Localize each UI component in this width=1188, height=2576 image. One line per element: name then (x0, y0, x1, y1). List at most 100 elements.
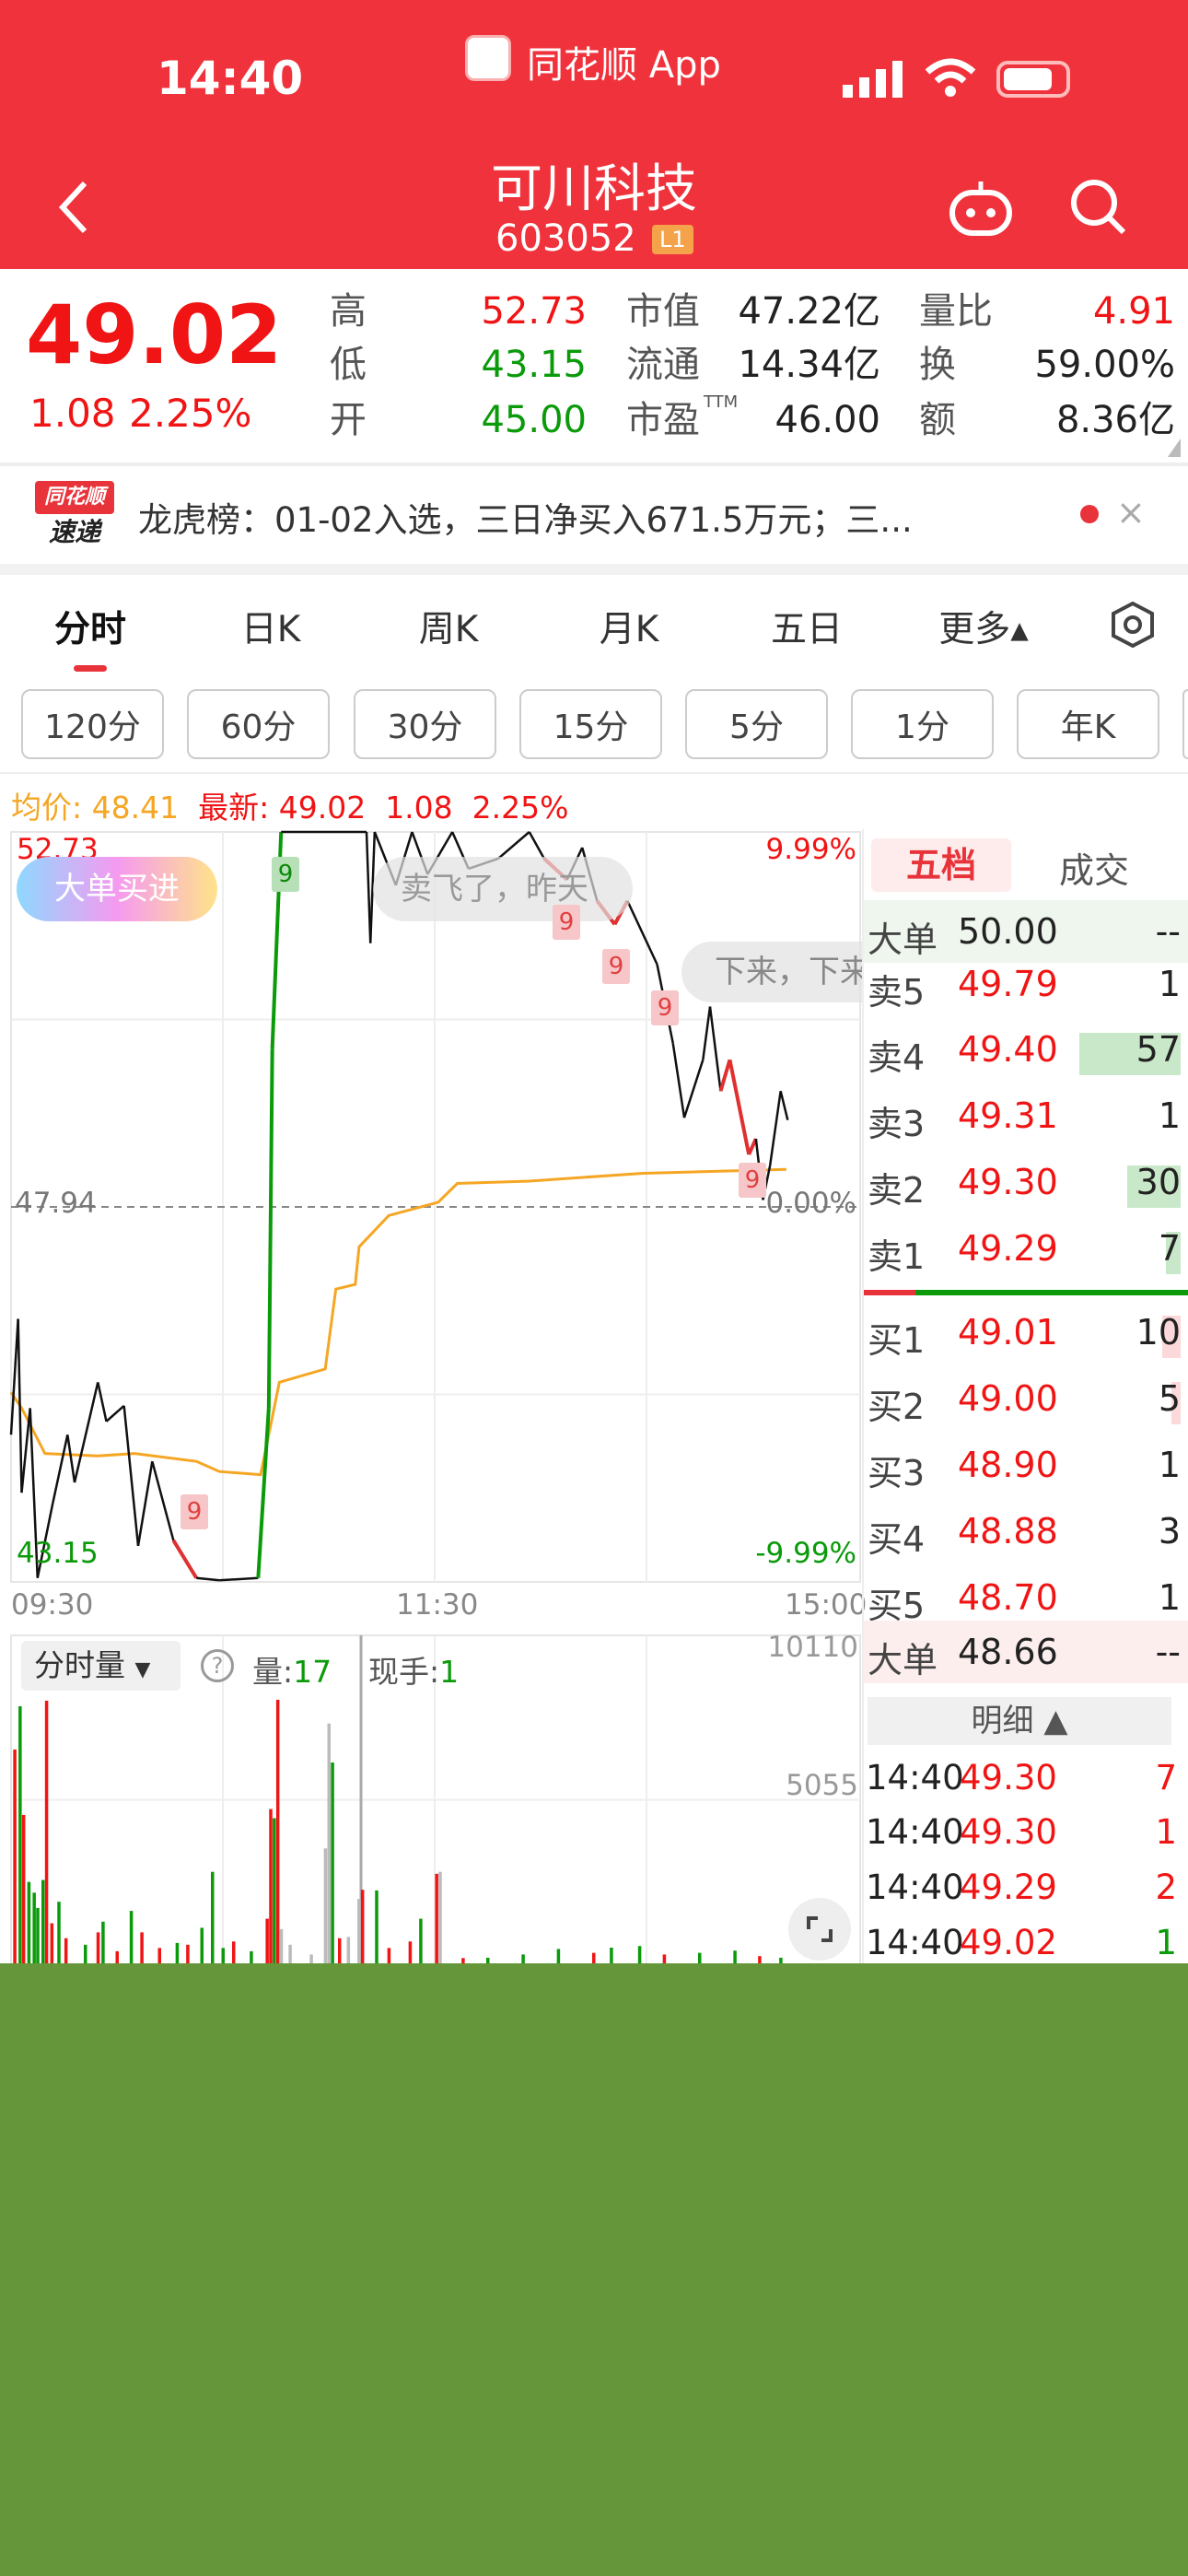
price-line-segment (9, 1318, 19, 1435)
help-icon[interactable]: ? (201, 1649, 234, 1682)
battery-icon (996, 61, 1070, 98)
tick-vol: 1 (1155, 1923, 1177, 1962)
depth-bar (1079, 1033, 1181, 1075)
divider (0, 772, 1188, 774)
row-price: 49.01 (958, 1312, 1058, 1352)
signal-marker[interactable]: 9 (272, 857, 299, 892)
period-1m[interactable]: 1分 (851, 689, 994, 759)
volume-indicator-select[interactable]: 分时量 ▼ (21, 1641, 181, 1691)
depth-bar (1127, 1165, 1181, 1208)
wifi-icon (924, 57, 977, 101)
volume-bar (323, 1848, 328, 1964)
volume-bar (408, 1941, 413, 1964)
volume-bar (698, 1952, 702, 1964)
signal-marker[interactable]: 9 (739, 1163, 766, 1198)
big-buy-row: 大单 48.66 -- (864, 1621, 1188, 1683)
price-line-segment (708, 1006, 722, 1092)
signal-marker[interactable]: 9 (651, 990, 679, 1025)
row-label: 买3 (868, 1453, 926, 1493)
period-120m[interactable]: 120分 (21, 689, 164, 759)
comment-bubble[interactable]: 卖飞了，昨天 (373, 857, 633, 921)
last-change: 1.08 (385, 790, 453, 825)
volume-bar (50, 1923, 54, 1964)
tab-weekly-k[interactable]: 周K (418, 609, 479, 650)
period-30m[interactable]: 30分 (354, 689, 496, 759)
volume-chart[interactable] (0, 1626, 862, 1967)
logo-text: 速递 (48, 517, 100, 547)
row-vol: 1 (1158, 1445, 1181, 1485)
pct-low-label: -9.99% (755, 1537, 856, 1570)
volume-bar (27, 1881, 31, 1964)
close-icon[interactable]: × (1116, 492, 1146, 533)
app-logo-icon (465, 35, 511, 81)
back-button[interactable] (55, 180, 92, 239)
volume-bar (758, 1956, 762, 1964)
stat-float-cap: 14.34亿 (738, 344, 880, 386)
bid-row: 买5 48.70 1 (864, 1577, 1188, 1633)
volume-bar (250, 1950, 253, 1964)
tab-more[interactable]: 更多▴ (938, 609, 1029, 650)
volume-bar (13, 1749, 17, 1964)
row-vol: 10 (1136, 1312, 1181, 1352)
fullscreen-button[interactable] (788, 1898, 851, 1961)
robot-icon[interactable] (949, 180, 1013, 240)
volume-bar (733, 1950, 737, 1964)
volume-bar (115, 1950, 119, 1964)
time-label-mid: 11:30 (396, 1588, 479, 1622)
last-price: 49.02 (26, 287, 283, 382)
signal-marker[interactable]: 9 (602, 949, 630, 984)
news-bar[interactable]: 同花顺 速递 龙虎榜：01-02入选，三日净买入671.5万元；三... × (0, 466, 1188, 564)
last-pct: 2.25% (472, 790, 569, 825)
big-sell-row: 大单 50.00 -- (864, 900, 1188, 963)
tab-intraday[interactable]: 分时 (53, 609, 127, 650)
time-label-start: 09:30 (11, 1588, 94, 1622)
row-label: 大单 (868, 919, 938, 960)
row-price: 49.31 (958, 1095, 1058, 1136)
volume-bar (438, 1871, 442, 1964)
bid-row: 买1 49.01 10 (864, 1312, 1188, 1367)
period-yearly-k[interactable]: 年K (1017, 689, 1159, 759)
volume-bar (275, 1699, 280, 1964)
price-line-segment (779, 1090, 789, 1120)
big-buy-bubble[interactable]: 大单买进 (17, 857, 217, 921)
tick-vol: 2 (1155, 1868, 1177, 1907)
row-label: 卖3 (868, 1104, 926, 1144)
period-60m[interactable]: 60分 (187, 689, 330, 759)
stat-turnover: 59.00% (1034, 344, 1175, 386)
period-overflow[interactable] (1182, 689, 1188, 759)
row-label: 买4 (868, 1519, 926, 1560)
signal-marker[interactable]: 9 (553, 905, 580, 940)
row-vol: 1 (1158, 964, 1181, 1004)
signal-marker[interactable]: 9 (181, 1494, 208, 1529)
stat-market-cap: 47.22亿 (738, 290, 880, 333)
expand-corner-icon[interactable] (1168, 439, 1181, 457)
price-line-segment (196, 1576, 220, 1582)
signal-icon (843, 61, 905, 98)
price-line-segment (728, 1059, 751, 1155)
price-line-segment (747, 1138, 758, 1155)
settings-hexagon-icon[interactable] (1109, 601, 1157, 652)
tab-five-day[interactable]: 五日 (770, 609, 844, 650)
row-label: 买1 (868, 1320, 926, 1361)
tab-monthly-k[interactable]: 月K (599, 609, 659, 650)
period-15m[interactable]: 15分 (519, 689, 662, 759)
price-line-segment (718, 1059, 732, 1092)
period-5m[interactable]: 5分 (685, 689, 828, 759)
row-price: 49.40 (958, 1029, 1058, 1070)
tick-price: 49.02 (960, 1923, 1057, 1962)
row-vol: 1 (1158, 1577, 1181, 1618)
volume-bar (221, 1948, 225, 1964)
intraday-price-chart[interactable] (0, 825, 862, 1589)
price-line-segment (29, 1408, 39, 1578)
tab-trades[interactable]: 成交 (1059, 850, 1130, 891)
detail-toggle[interactable]: 明细 ▲ (868, 1697, 1171, 1745)
tab-five-levels[interactable]: 五档 (871, 838, 1011, 892)
price-change: 1.08 (29, 391, 116, 436)
depth-bar (1171, 1382, 1181, 1424)
hand-value: 1 (439, 1654, 460, 1690)
search-icon[interactable] (1068, 177, 1129, 241)
tab-daily-k[interactable]: 日K (240, 609, 301, 650)
comment-bubble[interactable]: 下来，下来 (681, 942, 862, 1002)
vol-value: 17 (293, 1654, 332, 1690)
volume-bar (779, 1957, 783, 1964)
